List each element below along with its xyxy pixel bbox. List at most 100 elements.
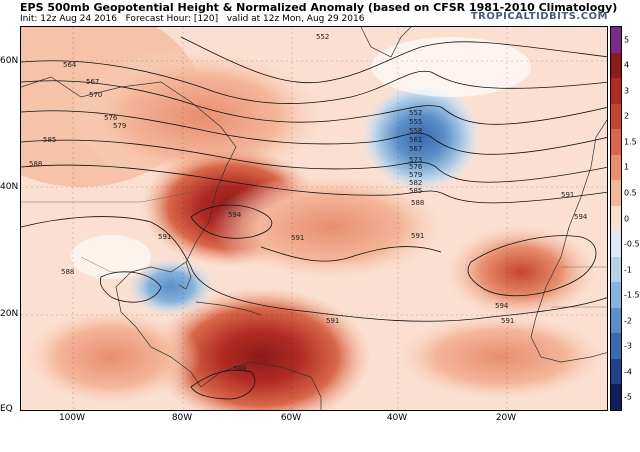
colorbar-tick-label: -3 [624,341,632,351]
colorbar-swatch [611,27,621,53]
lon-label-100w: 100W [58,413,86,423]
colorbar-swatch [611,333,621,359]
colorbar-tick-label: -5 [624,392,632,402]
caribbean-islands [195,301,262,316]
map-canvas: 552 564 567 570 576 579 585 588 591 594 … [21,27,607,410]
anomaly-map: 552 564 567 570 576 579 585 588 591 594 … [20,26,608,411]
contour-588 [21,164,607,204]
colorbar-swatch [611,384,621,410]
colorbar-swatch [611,282,621,308]
contour-564 [21,60,607,104]
site-brand: TROPICALTIDBITS.COM [470,11,608,22]
contour-label: 594 [228,211,242,219]
anomaly-neutral-texas [71,235,151,279]
lon-label-40w: 40W [386,413,408,423]
contour-594-east [467,235,597,297]
contour-label: 579 [409,171,422,179]
africa-europe-coast [530,119,607,363]
forecast-hour: Forecast Hour: [120] [125,14,219,24]
lon-label-20w: 20W [495,413,517,423]
colorbar-tick-label: 5 [624,35,630,45]
height-contours [21,36,607,400]
contour-552-north [180,36,607,84]
anomaly-neutral-greenland [371,37,531,97]
anomaly-warm-pacific [21,307,201,407]
north-america-coast [21,76,237,388]
init-time: Init: 12z Aug 24 2016 [20,14,117,24]
contour-570 [21,80,607,125]
contour-label: 567 [409,145,422,153]
contour-591 [21,216,607,322]
contour-label: 588 [411,199,424,207]
colorbar-swatch [611,154,621,181]
contour-label: 555 [409,118,422,126]
colorbar-swatch [611,180,621,206]
lat-label-40n: 40N [0,182,19,192]
contour-label: 558 [409,127,422,135]
contour-label: 588 [233,365,246,373]
contour-label: 585 [43,136,56,144]
anomaly-warm-tropical-atlantic [391,312,607,402]
map-title: EPS 500mb Geopotential Height & Normaliz… [20,1,618,14]
contour-label: 591 [411,232,424,240]
colorbar-swatch [611,231,621,257]
lat-label-60n: 60N [0,56,19,66]
contour-label: 585 [409,187,422,195]
colorbar-swatch [611,78,621,104]
colorbar-tick-label: 0.5 [624,188,637,198]
colorbar-tick-label: -1 [624,265,632,275]
contour-588-gulf [99,271,162,303]
border-africa [551,266,607,308]
colorbar-tick-label: 3 [624,86,630,96]
greenland-coast [360,27,412,58]
contour-label: 576 [104,114,118,122]
graticule [21,27,607,410]
colorbar-tick-label: 2 [624,111,630,121]
contour-label: 591 [561,191,574,199]
lon-label-80w: 80W [171,413,193,423]
colorbar-swatch [611,307,621,334]
contour-label: 582 [409,179,422,187]
anomaly-colorbar [610,26,622,411]
contour-label: 591 [326,317,339,325]
colorbar-swatch [611,103,621,130]
colorbar-tick-label: -0.5 [624,239,640,249]
contour-588-south [190,369,256,400]
contour-label: 576 [409,163,423,171]
lat-label-20n: 20N [0,309,19,319]
contour-label: 588 [29,160,42,168]
contour-label: 567 [86,78,99,86]
lon-label-60w: 60W [280,413,302,423]
contour-label: 564 [63,61,77,69]
contour-label: 552 [409,109,422,117]
contour-label: 579 [113,122,126,130]
contour-label: 591 [158,233,171,241]
anomaly-warm-east-atlantic [441,222,601,322]
contour-591-mid [260,246,442,262]
contour-576 [21,110,607,155]
map-subtitle: Init: 12z Aug 24 2016 Forecast Hour: [12… [20,14,364,24]
anomaly-warm-central-atlantic [211,172,451,282]
lat-label-eq: EQ [0,404,13,414]
border-us-canada [21,186,222,203]
colorbar-swatch [611,129,621,155]
contour-label: 591 [291,234,304,242]
colorbar-tick-label: 0 [624,214,630,223]
contour-label-group: 552 564 567 570 576 579 585 588 591 594 … [29,33,588,373]
colorbar-tick-label: 1.5 [624,137,637,147]
colorbar-swatch [611,52,621,79]
contour-label: 570 [89,91,102,99]
contour-label: 588 [61,268,74,276]
contour-label: 561 [409,136,422,144]
colorbar-swatch [611,205,621,232]
contour-582 [21,139,607,183]
contour-label: 594 [574,213,588,221]
colorbar-tick-label: 4 [624,60,630,70]
contour-label: 594 [495,302,509,310]
contour-594-ridge [190,204,273,239]
colorbar-swatch [611,256,621,283]
anomaly-cold-trough-atlantic [361,82,481,192]
colorbar-tick-label: -1.5 [624,290,640,300]
contour-label: 573 [409,156,422,164]
florida-coast [178,261,192,290]
